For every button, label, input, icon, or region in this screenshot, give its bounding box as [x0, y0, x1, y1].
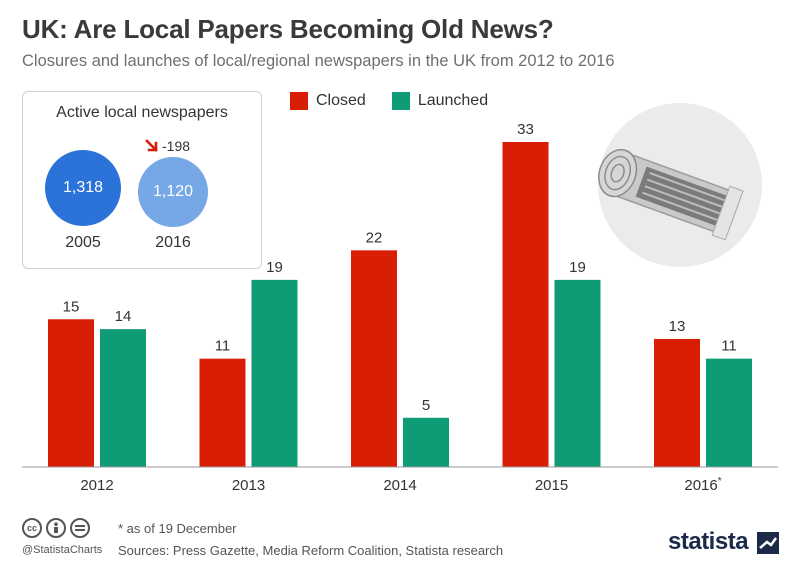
change-indicator: -198: [145, 138, 190, 154]
bar-value-label-closed-4: 13: [669, 318, 686, 335]
x-tick-label-0: 2012: [80, 477, 113, 494]
brand-logo: statista: [668, 528, 749, 555]
bar-value-label-launched-0: 14: [115, 308, 132, 325]
x-tick-label-3: 2015: [535, 477, 568, 494]
footnote: * as of 19 December: [118, 521, 237, 536]
bar-value-label-closed-1: 11: [215, 338, 231, 355]
x-tick-label-2: 2014: [383, 477, 416, 494]
attribution-icon: [46, 518, 66, 538]
no-derivatives-icon: [70, 518, 90, 538]
sources: Sources: Press Gazette, Media Reform Coa…: [118, 543, 504, 558]
bar-value-label-launched-4: 11: [721, 338, 737, 355]
bar-value-label-closed-2: 22: [366, 229, 383, 246]
active-newspapers-panel: Active local newspapers 1,318 -198 1,120…: [22, 91, 262, 269]
legend: Closed Launched: [290, 92, 488, 110]
chart-title: UK: Are Local Papers Becoming Old News?: [22, 14, 554, 44]
bar-value-label-launched-2: 5: [422, 397, 430, 414]
bar-launched-2: [403, 417, 449, 467]
bar-closed-4: [654, 338, 700, 467]
circle-second-value: 1,120: [152, 183, 194, 200]
bar-launched-4: [706, 358, 752, 467]
bar-launched-0: [100, 329, 146, 467]
legend-swatch-launched: [391, 92, 410, 110]
x-tick-label-1: 2013: [232, 477, 265, 494]
bar-value-label-launched-3: 19: [569, 259, 586, 276]
bar-closed-2: [351, 250, 397, 467]
bar-closed-0: [48, 319, 94, 467]
legend-label-closed: Closed: [316, 92, 366, 109]
bar-value-label-closed-0: 15: [63, 298, 80, 315]
change-value: -198: [162, 138, 191, 154]
x-tick-label-4: 2016*: [684, 476, 721, 494]
bar-value-label-closed-3: 33: [517, 121, 534, 138]
brand-mark-icon: [757, 532, 779, 554]
bar-launched-3: [554, 279, 601, 467]
creative-commons-icon: cc: [22, 518, 42, 538]
bar-closed-1: [199, 358, 246, 467]
panel-title: Active local newspapers: [56, 104, 228, 121]
newspaper-roll-icon: [598, 103, 762, 267]
legend-item-closed: Closed: [290, 92, 366, 110]
bar-launched-1: [251, 279, 298, 467]
legend-item-launched: Launched: [391, 92, 489, 110]
twitter-handle: @StatistaCharts: [22, 544, 103, 556]
circle-second-year: 2016: [155, 234, 191, 251]
bar-value-label-launched-1: 19: [266, 259, 283, 276]
legend-swatch-closed: [290, 92, 308, 110]
circle-first: 1,318: [45, 150, 121, 226]
bar-closed-3: [502, 142, 549, 467]
license-icons: cc: [22, 518, 90, 538]
legend-label-launched: Launched: [417, 92, 489, 109]
arrow-down-right-icon: [145, 139, 158, 152]
circle-second: 1,120: [138, 157, 208, 227]
circle-first-value: 1,318: [62, 179, 104, 196]
chart-subtitle: Closures and launches of local/regional …: [22, 52, 615, 70]
circle-first-year: 2005: [65, 234, 101, 251]
